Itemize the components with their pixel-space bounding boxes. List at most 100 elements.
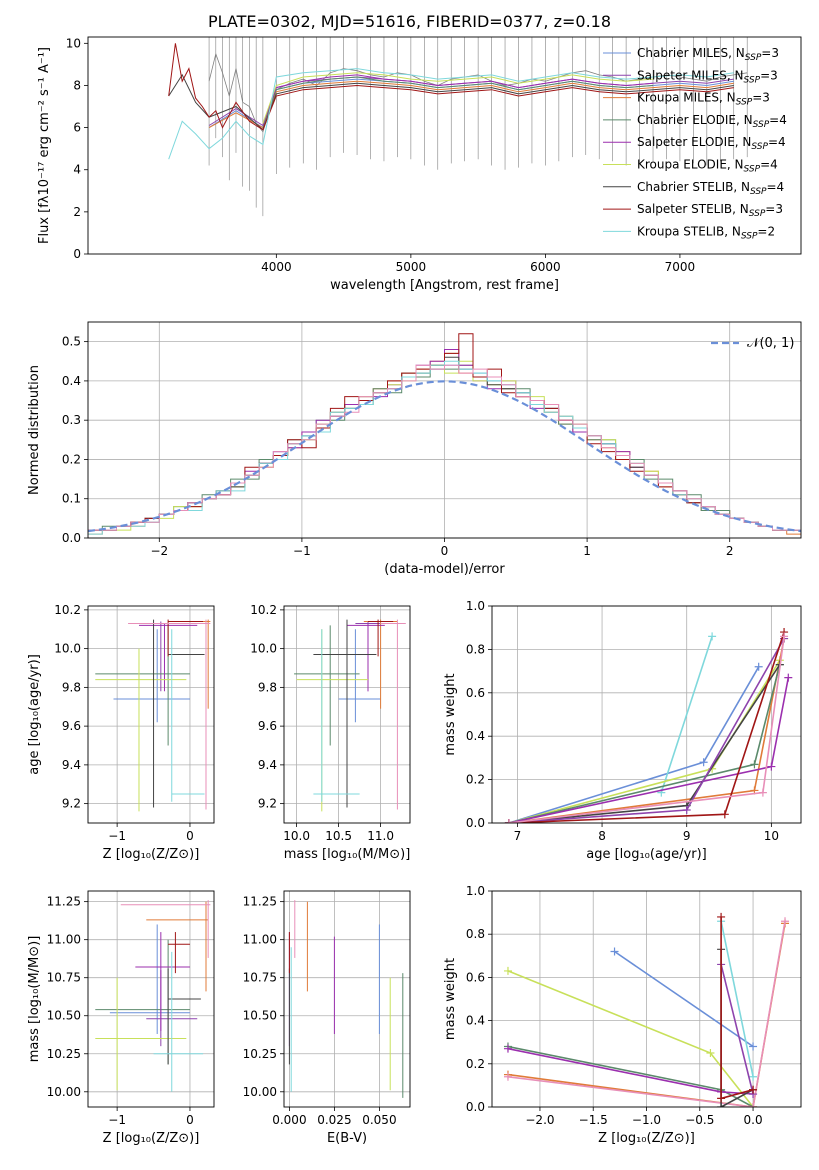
x-tick-label: 10.5 [325,829,352,843]
x-tick-label: 0 [186,829,194,843]
axes-frame [491,890,802,1108]
y-tick-label: 11.25 [243,895,277,909]
model-spectrum-line [262,72,654,124]
x-tick-label: 0.050 [362,1113,396,1127]
marker-plus [767,762,776,771]
x-tick-label: 4000 [261,260,292,274]
marker-plus [780,632,789,641]
y-axis-label: mass weight [443,958,458,1040]
legend-entry-label: Salpeter ELODIE, NSSP=4 [637,135,786,152]
legend-entry-tail: =3 [761,46,779,60]
legend-entry-subscript: SSP [744,165,761,175]
marker-plus [784,673,793,682]
legend-entry-subscript: SSP [753,120,770,130]
y-tick-label: 0.4 [62,374,81,388]
legend-entry-tail: =4 [768,135,786,149]
y-tick-label: 0.8 [466,642,485,656]
weight-series-line [508,666,760,823]
legend-entry-text: Salpeter ELODIE, N [637,135,751,149]
x-axis-label: E(B-V) [327,1131,367,1146]
marker-plus [717,1094,726,1103]
y-tick-label: 0.5 [62,335,81,349]
y-tick-label: 0.2 [62,452,81,466]
y-tick-label: 0.6 [466,686,485,700]
legend-entry-text: Kroupa STELIB, N [637,224,741,238]
legend-entry-subscript: SSP [745,53,762,63]
legend-entry-label: Kroupa STELIB, NSSP=2 [637,224,775,241]
residuals-plot-area [88,333,801,538]
x-tick-label: −1.5 [579,1113,608,1127]
y-tick-label: 9.6 [258,719,277,733]
axes-frame [87,321,802,539]
y-tick-label: 10.0 [250,642,277,656]
x-tick-label: 0 [441,544,449,558]
x-tick-label: 7000 [665,260,696,274]
legend-entry-text: Chabrier ELODIE, N [637,113,753,127]
weight-series-line [720,921,754,1077]
marker-plus [706,1049,715,1057]
x-tick-label: 1 [583,544,591,558]
y-tick-label: 10.50 [243,1009,277,1023]
y-tick-label: 10 [66,36,81,50]
y-tick-label: 10.75 [243,971,277,985]
legend-entry-text: Kroupa MILES, N [637,91,736,105]
figure-title: PLATE=0302, MJD=51616, FIBERID=0377, z=0… [207,12,612,31]
x-tick-label: 7 [514,829,522,843]
x-axis-label: (data-model)/error [384,562,505,577]
axes-frame [283,605,411,824]
y-tick-label: 0.6 [466,970,485,984]
y-tick-label: 11.25 [47,895,81,909]
weight-series-line [720,964,754,1095]
y-axis-label: Flux [fλ10⁻¹⁷ erg cm⁻² s⁻¹ A⁻¹] [37,47,52,244]
x-tick-label: 5000 [396,260,427,274]
legend-entry-label: Chabrier ELODIE, NSSP=4 [637,113,787,130]
x-tick-label: −1 [108,1113,126,1127]
age_vs_mass-panel: 10.0 10.5 11.0 9.2 9.4 9.6 9.8 10.0 10.2 mass [lo… [250,603,411,862]
massweight_vs_Z-panel: −2.0 −1.5 −1.0 −0.5 0.0 0.0 0.2 0.4 0.6 0.8 1.0 Z [… [443,884,802,1146]
x-tick-label: −0.5 [685,1113,714,1127]
x-tick-label: −2.0 [525,1113,554,1127]
y-tick-label: 9.2 [62,797,81,811]
age_vs_mass-plot-area [294,619,406,812]
x-tick-label: 6000 [530,260,561,274]
marker-plus [750,760,759,769]
marker-plus [749,1042,758,1051]
y-tick-label: 0.2 [466,773,485,787]
marker-plus [708,632,717,641]
mass_vs_ebv-panel: 0.000 0.025 0.050 10.00 10.25 10.50 10.75 11.00… [243,890,411,1146]
age_vs_Z-panel: −1 0 9.2 9.4 9.6 9.8 10.0 10.2 Z [log₁₀(Z/Z⊙)] ag… [27,603,215,862]
spectrum-plot-area [168,37,748,217]
x-axis-label: Z [log₁₀(Z/Z⊙)] [103,847,200,862]
x-tick-label: −2 [150,544,168,558]
y-tick-label: 10.00 [47,1085,81,1099]
marker-plus [717,1103,726,1107]
age_vs_Z-plot-area [95,619,211,812]
marker-plus [504,819,513,823]
y-tick-label: 2 [73,205,81,219]
marker-plus [749,1072,758,1081]
y-tick-label: 10.2 [54,603,81,617]
x-tick-label: 0.000 [272,1113,306,1127]
x-tick-label: 9 [683,829,691,843]
marker-plus [758,788,767,797]
axes-frame [87,890,215,1108]
x-axis-label: mass [log₁₀(M/M⊙)] [284,847,411,862]
y-tick-label: 0.4 [466,729,485,743]
x-axis-label: Z [log₁₀(Z/Z⊙)] [103,1131,200,1146]
y-tick-label: 9.6 [62,719,81,733]
legend-entry-tail: =4 [769,113,787,127]
legend-entry-label: 𝒩(0, 1) [747,336,794,351]
legend-entry-subscript: SSP [744,75,761,85]
mass_vs_Z-panel: −1 0 10.00 10.25 10.50 10.75 11.00 11.25 Z [log₁… [27,890,215,1146]
legend-entry-label: Salpeter MILES, NSSP=3 [637,68,778,85]
x-axis-label: wavelength [Angstrom, rest frame] [330,278,559,293]
x-axis-label: age [log₁₀(age/yr)] [586,847,707,862]
y-tick-label: 10.50 [47,1009,81,1023]
weight-series-line [660,636,713,793]
marker-plus [720,810,729,819]
legend-entry-subscript: SSP [741,231,758,241]
marker-plus [503,966,512,975]
legend-entry-label: Chabrier STELIB, NSSP=4 [637,180,784,197]
y-tick-label: 0.3 [62,413,81,427]
y-axis-label: mass [log₁₀(M/M⊙)] [27,936,42,1063]
